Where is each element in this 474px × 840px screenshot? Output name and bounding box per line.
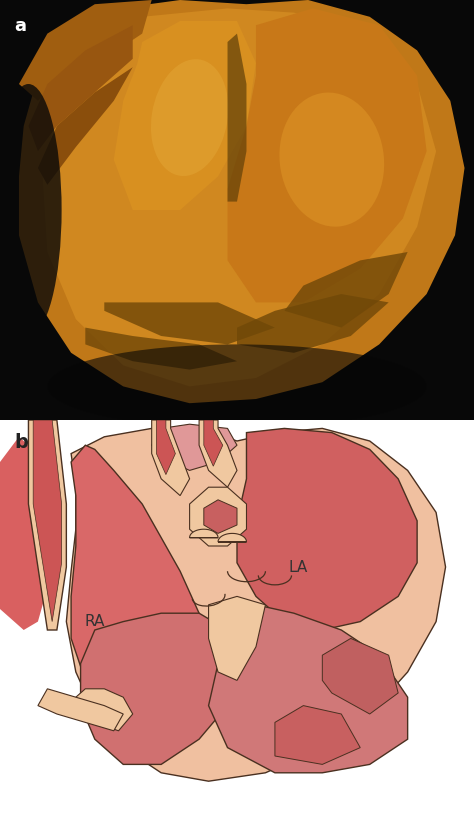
Polygon shape [204,420,223,466]
Polygon shape [209,596,265,680]
Polygon shape [33,420,62,622]
Polygon shape [19,0,152,101]
Text: LA: LA [289,559,308,575]
Text: IVS: IVS [167,191,193,204]
Ellipse shape [151,59,228,176]
Polygon shape [199,420,237,487]
Text: b: b [14,433,28,452]
Text: LVPW: LVPW [329,182,373,196]
Polygon shape [81,613,237,764]
Ellipse shape [0,84,62,336]
Text: IVS: IVS [167,191,193,204]
Polygon shape [43,8,436,386]
Polygon shape [237,294,389,353]
Ellipse shape [47,344,427,428]
Polygon shape [114,21,256,210]
Polygon shape [218,533,246,542]
Polygon shape [275,706,360,764]
Text: LV: LV [256,161,274,175]
Polygon shape [190,529,218,538]
Polygon shape [38,67,133,185]
Polygon shape [28,25,133,151]
Polygon shape [156,420,175,475]
Polygon shape [0,437,47,630]
Polygon shape [19,0,465,403]
Polygon shape [228,34,246,202]
Polygon shape [237,428,417,630]
Text: LV: LV [342,664,359,680]
Polygon shape [66,428,446,781]
Polygon shape [66,689,133,731]
Ellipse shape [280,92,384,227]
Polygon shape [152,424,237,470]
Text: a: a [14,17,26,34]
Polygon shape [104,302,275,344]
Text: LVPW: LVPW [329,182,373,196]
Polygon shape [322,638,398,714]
Text: LV: LV [256,161,274,175]
Polygon shape [152,420,190,496]
Polygon shape [85,328,237,370]
Polygon shape [28,420,66,630]
Polygon shape [284,252,408,328]
Polygon shape [71,445,209,739]
Polygon shape [38,689,123,731]
Text: RV: RV [180,706,200,722]
Polygon shape [209,605,408,773]
Polygon shape [190,487,246,546]
Polygon shape [204,500,237,533]
Polygon shape [228,8,427,302]
Text: RA: RA [85,614,105,629]
